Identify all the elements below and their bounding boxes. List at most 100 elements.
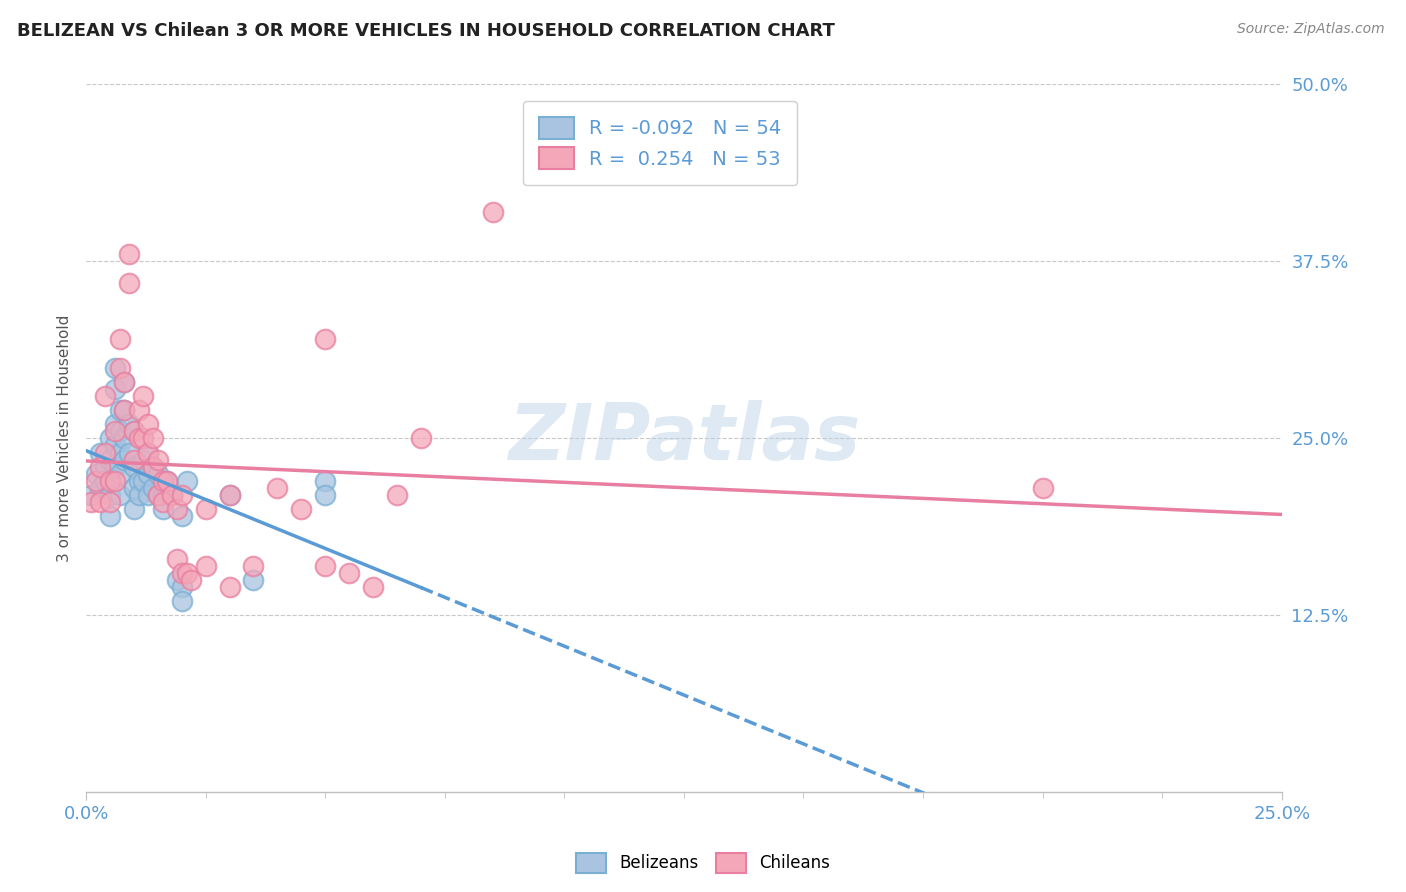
Point xyxy=(112,375,135,389)
Point xyxy=(128,431,150,445)
Point xyxy=(84,474,107,488)
Point xyxy=(194,502,217,516)
Point xyxy=(104,438,127,452)
Point xyxy=(142,459,165,474)
Point xyxy=(170,488,193,502)
Point xyxy=(166,502,188,516)
Point xyxy=(104,382,127,396)
Point xyxy=(146,488,169,502)
Point xyxy=(104,425,127,439)
Point xyxy=(98,488,121,502)
Point xyxy=(112,375,135,389)
Point xyxy=(314,488,336,502)
Point xyxy=(104,360,127,375)
Point xyxy=(112,431,135,445)
Point xyxy=(156,474,179,488)
Point xyxy=(122,425,145,439)
Point xyxy=(136,417,159,432)
Point xyxy=(166,573,188,587)
Point xyxy=(146,488,169,502)
Point xyxy=(108,467,131,481)
Point xyxy=(108,332,131,346)
Point xyxy=(176,566,198,580)
Point xyxy=(128,474,150,488)
Point xyxy=(112,403,135,417)
Point xyxy=(385,488,408,502)
Point xyxy=(122,502,145,516)
Point xyxy=(108,403,131,417)
Point xyxy=(89,459,111,474)
Point xyxy=(84,467,107,481)
Point xyxy=(481,205,503,219)
Point xyxy=(218,580,240,594)
Point xyxy=(122,481,145,495)
Point xyxy=(314,474,336,488)
Point xyxy=(160,488,183,502)
Point xyxy=(166,551,188,566)
Point xyxy=(89,495,111,509)
Point xyxy=(160,488,183,502)
Point xyxy=(118,445,141,459)
Point xyxy=(170,594,193,608)
Point xyxy=(128,403,150,417)
Point xyxy=(94,459,117,474)
Point xyxy=(112,452,135,467)
Point xyxy=(136,445,159,459)
Point xyxy=(80,495,103,509)
Point xyxy=(142,459,165,474)
Point xyxy=(314,332,336,346)
Text: ZIPatlas: ZIPatlas xyxy=(508,401,860,476)
Point xyxy=(152,502,174,516)
Point xyxy=(89,481,111,495)
Point xyxy=(122,452,145,467)
Point xyxy=(94,445,117,459)
Point xyxy=(132,474,155,488)
Point xyxy=(337,566,360,580)
Point xyxy=(132,431,155,445)
Point xyxy=(98,509,121,524)
Point xyxy=(104,474,127,488)
Point xyxy=(152,488,174,502)
Point xyxy=(142,431,165,445)
Point xyxy=(80,488,103,502)
Point xyxy=(136,467,159,481)
Point xyxy=(94,389,117,403)
Point xyxy=(361,580,384,594)
Point xyxy=(98,452,121,467)
Point xyxy=(176,474,198,488)
Point xyxy=(122,459,145,474)
Point xyxy=(409,431,432,445)
Point xyxy=(152,474,174,488)
Point xyxy=(136,488,159,502)
Point xyxy=(108,360,131,375)
Point xyxy=(242,558,264,573)
Point xyxy=(194,558,217,573)
Point xyxy=(136,445,159,459)
Point xyxy=(180,573,202,587)
Point xyxy=(118,276,141,290)
Point xyxy=(314,558,336,573)
Point xyxy=(104,417,127,432)
Point xyxy=(156,474,179,488)
Point xyxy=(108,488,131,502)
Point xyxy=(170,580,193,594)
Legend: R = -0.092   N = 54, R =  0.254   N = 53: R = -0.092 N = 54, R = 0.254 N = 53 xyxy=(523,101,797,185)
Point xyxy=(152,495,174,509)
Y-axis label: 3 or more Vehicles in Household: 3 or more Vehicles in Household xyxy=(58,315,72,562)
Point xyxy=(98,431,121,445)
Point xyxy=(266,481,288,495)
Point xyxy=(94,474,117,488)
Point xyxy=(146,452,169,467)
Point xyxy=(98,474,121,488)
Point xyxy=(89,445,111,459)
Point xyxy=(242,573,264,587)
Point xyxy=(132,452,155,467)
Legend: Belizeans, Chileans: Belizeans, Chileans xyxy=(569,847,837,880)
Point xyxy=(122,425,145,439)
Text: Source: ZipAtlas.com: Source: ZipAtlas.com xyxy=(1237,22,1385,37)
Point xyxy=(290,502,312,516)
Point xyxy=(118,417,141,432)
Point xyxy=(112,403,135,417)
Point xyxy=(132,389,155,403)
Point xyxy=(118,247,141,261)
